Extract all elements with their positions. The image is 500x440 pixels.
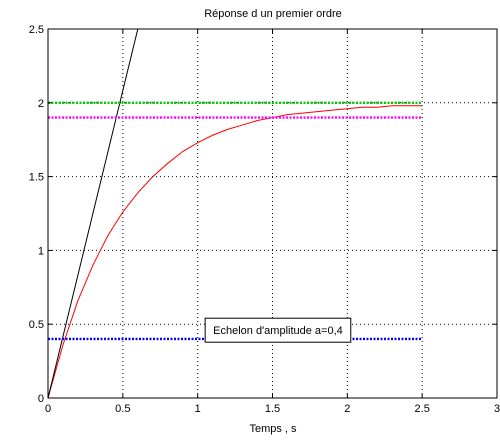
- series-line-0: [48, 105, 423, 398]
- y-tick-label-1: 0.5: [29, 319, 44, 331]
- x-tick-label-2: 1: [195, 403, 201, 415]
- y-tick-label-2: 1: [38, 245, 44, 257]
- x-tick-label-4: 2: [344, 403, 350, 415]
- x-tick-label-3: 1.5: [265, 403, 280, 415]
- x-axis-label: Temps , s: [249, 423, 297, 435]
- annotation-box: [204, 317, 352, 343]
- y-tick-label-4: 2: [38, 98, 44, 110]
- x-axis: 0 0.5 1 1.5 2 2.5 3: [45, 29, 500, 415]
- y-tick-label-5: 2.5: [29, 24, 44, 36]
- y-tick-label-3: 1.5: [29, 172, 44, 184]
- series-line-1: [48, 29, 139, 398]
- annotation-text: Echelon d'amplitude a=0,4: [213, 325, 343, 337]
- y-axis: 0 0.5 1 1.5 2 2.5: [29, 24, 497, 405]
- plot-area: Echelon d'amplitude a=0,4: [47, 28, 498, 399]
- x-tick-label-5: 2.5: [415, 403, 430, 415]
- x-tick-label-0: 0: [45, 403, 51, 415]
- chart-title: Réponse d un premier ordre: [204, 8, 342, 20]
- annotation-layer: Echelon d'amplitude a=0,4: [204, 317, 352, 343]
- x-tick-label-6: 3: [494, 403, 500, 415]
- y-tick-label-0: 0: [38, 393, 44, 405]
- x-tick-label-1: 0.5: [115, 403, 130, 415]
